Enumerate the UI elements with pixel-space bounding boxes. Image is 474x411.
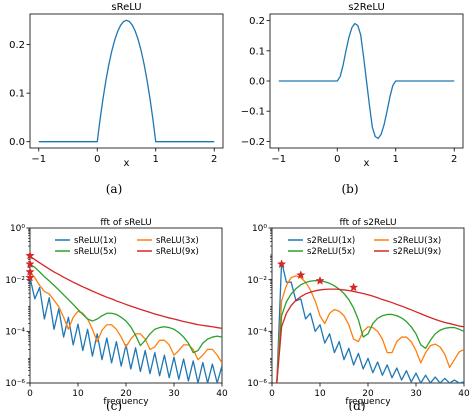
legend: sReLU(1x) sReLU(3x) sReLU(5x) sReLU(9x): [55, 236, 199, 257]
y-tick-label: 10⁻⁴: [5, 327, 25, 337]
series-line-0: [276, 260, 464, 383]
y-tick-label: 0.1: [9, 89, 25, 100]
x-axis-label: x: [364, 158, 370, 169]
caption-d: (d): [348, 399, 365, 411]
x-tick-label: 2: [451, 154, 457, 165]
y-tick-label: 10⁻⁶: [5, 379, 25, 389]
x-tick-label: 30: [410, 389, 422, 399]
y-ticks: −0.2 −0.1 0.0 0.1 0.2: [241, 16, 270, 148]
y-tick-label: −0.2: [241, 137, 265, 148]
y-tick-label: 10⁰: [10, 224, 25, 234]
star-marker: [25, 259, 35, 269]
x-tick-label: 1: [153, 154, 159, 165]
star-marker: [276, 259, 287, 269]
legend-label: sReLU(9x): [156, 247, 199, 257]
x-tick-label: 20: [120, 389, 132, 399]
series-line-0: [278, 22, 455, 140]
x-tick-label: 1: [393, 154, 399, 165]
star-marker: [348, 282, 359, 292]
x-tick-label: 40: [216, 389, 228, 399]
y-ticks: 10⁻⁶ 10⁻⁴ 10⁻² 10⁰: [5, 224, 30, 389]
star-marker: [315, 275, 325, 285]
caption-b: (b): [341, 182, 358, 196]
panel-fft-srelu: fft of sReLU frequency 0 10 20 30 40 10⁻⁶10⁻…: [5, 218, 228, 407]
chart-title: sReLU: [111, 2, 141, 13]
series-layer: [278, 22, 455, 140]
y-tick-label: 10⁻⁴: [247, 327, 267, 337]
x-tick-label: 0: [94, 154, 100, 165]
plot-frame: [29, 227, 223, 384]
y-tick-label: 10⁻²: [247, 276, 267, 286]
panel-fft-s2relu: fft of s2ReLU frequency 0 10 20 30 40 10⁻⁶10…: [247, 218, 470, 407]
series-line-2: [276, 279, 464, 383]
x-tick-label: 10: [72, 389, 84, 399]
x-ticks: 0 10 20 30 40: [27, 383, 228, 399]
y-tick-label: 0.0: [249, 77, 265, 88]
legend-label: sReLU(1x): [74, 236, 117, 246]
y-tick-label: −0.1: [241, 107, 265, 118]
y-ticks: 10⁻⁶ 10⁻⁴ 10⁻² 10⁰: [247, 224, 272, 389]
caption-c: (c): [106, 399, 122, 411]
x-axis-label: x: [124, 158, 130, 169]
star-marker: [25, 250, 35, 260]
x-axis-label: frequency: [345, 397, 391, 407]
star-marker: [25, 272, 35, 282]
marker-layer: [276, 259, 359, 292]
series-line-0: [30, 277, 222, 383]
legend-label: s2ReLU(1x): [307, 236, 355, 246]
x-tick-label: 0: [27, 389, 33, 399]
x-tick-label: 30: [168, 389, 180, 399]
chart-title: fft of sReLU: [100, 218, 151, 228]
x-tick-label: 40: [458, 389, 470, 399]
y-ticks: 0.0 0.1 0.2: [9, 40, 30, 148]
x-tick-label: −1: [271, 154, 286, 165]
y-tick-label: 10⁻⁶: [247, 379, 267, 389]
legend-label: s2ReLU(9x): [393, 247, 441, 257]
x-tick-label: 2: [211, 154, 217, 165]
chart-title: fft of s2ReLU: [339, 218, 396, 228]
x-ticks: 0 10 20 30 40: [269, 383, 470, 399]
legend-label: sReLU(5x): [74, 247, 117, 257]
series-line-3: [276, 288, 464, 383]
series-layer: [276, 260, 464, 383]
x-tick-label: 0: [269, 389, 275, 399]
y-tick-label: 0.0: [9, 137, 25, 148]
series-layer: [30, 255, 222, 383]
marker-layer: [25, 250, 35, 282]
x-tick-label: −1: [31, 154, 46, 165]
star-marker: [296, 270, 306, 280]
series-line-2: [30, 263, 222, 354]
plot-frame: [271, 227, 465, 384]
legend-label: sReLU(3x): [156, 236, 199, 246]
x-ticks: −1 0 1 2: [31, 148, 217, 165]
y-tick-label: 10⁰: [252, 224, 267, 234]
x-axis-label: frequency: [103, 397, 149, 407]
series-line-0: [38, 19, 215, 143]
y-tick-label: 0.2: [9, 40, 25, 51]
legend: s2ReLU(1x) s2ReLU(3x) s2ReLU(5x) s2ReLU(9x): [288, 236, 441, 257]
x-tick-label: 20: [362, 389, 374, 399]
x-tick-label: 0: [334, 154, 340, 165]
caption-a: (a): [106, 182, 123, 196]
series-line-3: [30, 255, 222, 330]
legend-label: s2ReLU(3x): [393, 236, 441, 246]
legend-label: s2ReLU(5x): [307, 247, 355, 257]
chart-title: s2ReLU: [348, 2, 385, 13]
plot-frame: [29, 13, 224, 149]
y-tick-label: 10⁻²: [5, 276, 25, 286]
y-tick-label: 0.1: [249, 46, 265, 57]
panel-s2relu: s2ReLU x −1 0 1 2 −0.2 −0.1 0.0 0.1 0.2: [241, 2, 464, 169]
x-tick-label: 10: [314, 389, 326, 399]
y-tick-label: 0.2: [249, 16, 265, 27]
x-ticks: −1 0 1 2: [271, 148, 457, 165]
series-layer: [38, 19, 215, 143]
panel-srelu: sReLU x −1 0 1 2 0.0 0.1 0.2: [9, 2, 224, 169]
